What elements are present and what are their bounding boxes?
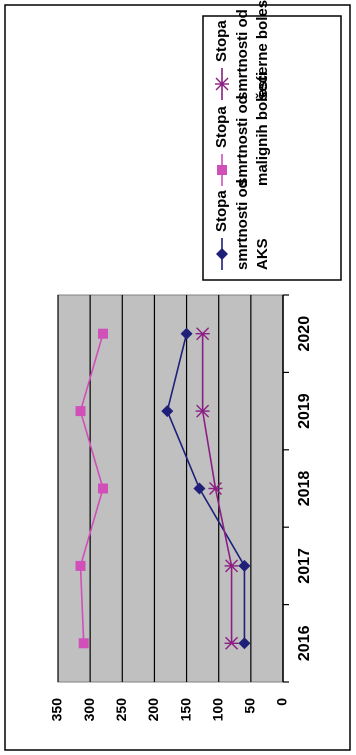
- value-tick-label: 50: [242, 698, 258, 714]
- series-layer: [75, 327, 251, 650]
- series-2-point: [78, 638, 89, 649]
- legend-key-marker-2: [217, 165, 227, 175]
- legend-key-marker-1: [216, 248, 228, 260]
- value-tick-label: 100: [209, 698, 225, 722]
- plot-area: [57, 294, 284, 683]
- category-tick-label: 2019: [296, 393, 313, 429]
- legend-label: smrtnosti od: [234, 9, 251, 100]
- category-tick-label: 2017: [296, 548, 313, 584]
- legend-box: [202, 15, 342, 281]
- value-tick-label: 0: [274, 698, 290, 706]
- legend-label: šećerne bolesti: [254, 0, 271, 100]
- series-2-point: [98, 328, 108, 339]
- series-1-point: [193, 482, 206, 495]
- legend-label: AKS: [254, 238, 271, 270]
- value-tick-label: 150: [177, 698, 193, 722]
- category-tick-label: 2020: [296, 316, 313, 352]
- series-1-point: [238, 559, 251, 572]
- series-3-point: [208, 482, 223, 495]
- series-3-point: [195, 327, 210, 341]
- legend-label: Stopa: [213, 106, 230, 148]
- value-axis-tick-labels: 0 50 100 150 200 250 300 350: [49, 698, 290, 722]
- value-tick-label: 250: [113, 698, 129, 722]
- series-3-point: [224, 636, 239, 650]
- series-3-point: [224, 559, 239, 573]
- value-tick-label: 200: [145, 698, 161, 722]
- value-tick-label: 350: [49, 698, 65, 722]
- legend-label: Stopa: [213, 190, 230, 232]
- series-2-point: [75, 406, 86, 417]
- series-1-point: [161, 405, 174, 418]
- category-tick-label: 2016: [296, 625, 313, 661]
- series-1-point: [180, 327, 193, 340]
- value-tick-label: 300: [81, 698, 97, 722]
- legend-label: Stopa: [213, 20, 230, 62]
- legend-label: malignih bolesti: [254, 72, 271, 186]
- series-3-point: [195, 404, 210, 418]
- category-tick-label: 2018: [296, 471, 313, 507]
- category-axis: 2016 2017 2018 2019 2020: [282, 294, 313, 683]
- legend-label: smrtnosti od: [234, 95, 251, 186]
- series-2-point: [75, 560, 86, 571]
- legend-key-marker-3: [215, 77, 229, 91]
- series-1-point: [238, 637, 251, 650]
- series-2-point: [98, 483, 108, 494]
- legend-label: smrtnosti od: [234, 179, 251, 270]
